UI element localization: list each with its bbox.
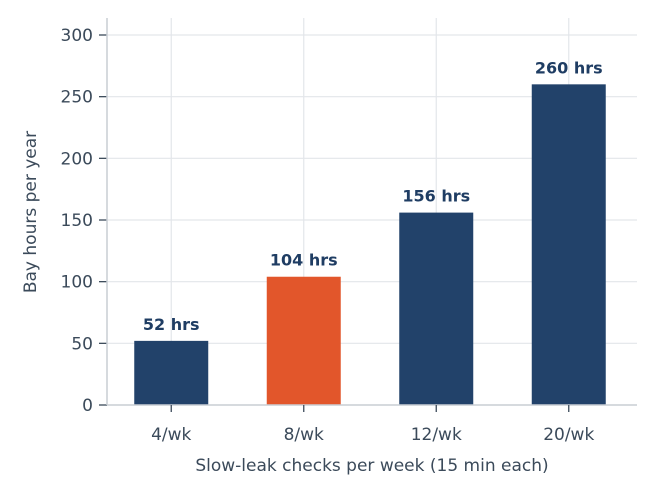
bars-layer [134,84,606,405]
labels-layer: 0 50 100 150 200 250 300 52 hrs 104 hrs 156 hrs 26… [61,26,603,445]
bar-data-label: 52 hrs [143,315,200,334]
bar-4-wk [134,340,209,405]
x-tick-label: 20/wk [543,425,594,445]
y-tick-label: 100 [61,273,93,293]
x-tick-label: 8/wk [284,425,324,445]
bar-20-wk [531,84,606,405]
y-axis-title: Bay hours per year [21,131,41,293]
axes-layer [99,18,637,412]
x-tick-label: 4/wk [151,425,191,445]
bar-data-label: 260 hrs [535,58,603,77]
y-tick-label: 150 [61,211,93,231]
y-tick-label: 0 [82,396,93,416]
bar-12-wk [399,212,474,405]
bar-data-label: 104 hrs [270,251,338,270]
y-tick-label: 300 [61,26,93,46]
y-tick-label: 50 [71,334,93,354]
y-tick-label: 250 [61,88,93,108]
x-axis-title: Slow-leak checks per week (15 min each) [195,456,548,476]
x-tick-label: 12/wk [411,425,462,445]
y-tick-label: 200 [61,149,93,169]
bar-data-label: 156 hrs [402,187,470,206]
bar-8-wk [266,276,341,405]
